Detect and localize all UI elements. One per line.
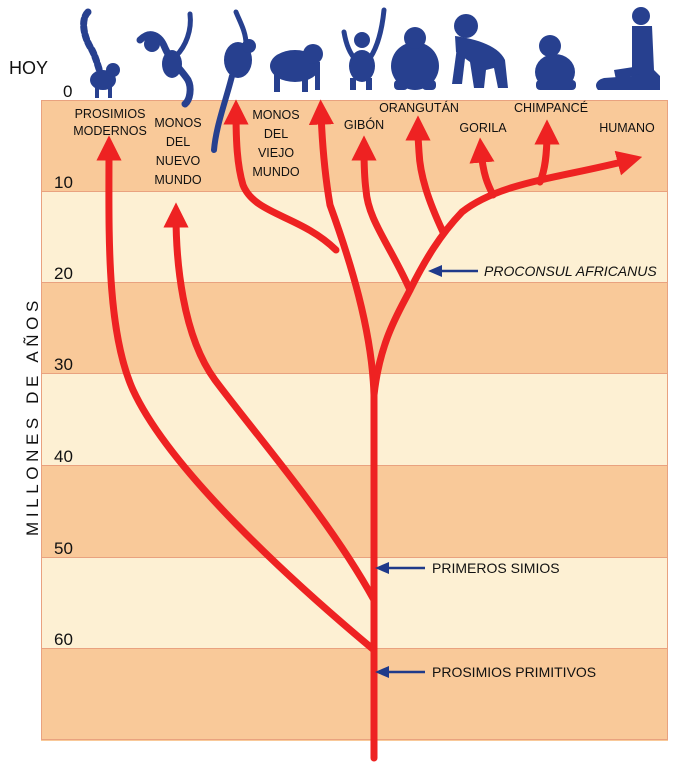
label-monos-nuevo-mundo: MONOS DEL NUEVO MUNDO — [143, 114, 213, 190]
tick-20: 20 — [54, 264, 73, 283]
branch-orangutan — [405, 115, 447, 236]
gibbon-hanging-icon — [211, 9, 256, 153]
annotation-prosimios-primitivos: PROSIMIOS PRIMITIVOS — [432, 664, 597, 680]
label-monos-nuevo-mundo-line1: MONOS — [154, 116, 202, 130]
branch-prosimios-modernos — [96, 135, 378, 654]
tick-0: 0 — [63, 82, 73, 101]
branch-monos-viejo-mundo — [223, 99, 340, 254]
band-60-70 — [41, 648, 668, 741]
today-label: HOY — [9, 58, 49, 78]
annotation-proconsul: PROCONSUL AFRICANUS — [484, 263, 657, 279]
tick-60: 60 — [54, 630, 73, 649]
gibbon-icon — [341, 7, 387, 90]
branch-monos-nuevo-mundo — [163, 202, 378, 604]
tick-40: 40 — [54, 447, 73, 466]
label-monos-viejo-mundo-line1: MONOS — [252, 108, 300, 122]
tick-30: 30 — [54, 355, 73, 374]
label-monos-nuevo-mundo-line3: NUEVO — [155, 154, 201, 168]
branch-gorila — [469, 137, 497, 199]
label-prosimios-modernos-line2: MODERNOS — [73, 124, 147, 138]
label-monos-nuevo-mundo-line4: MUNDO — [154, 173, 202, 187]
label-monos-viejo-mundo-line2: DEL — [263, 127, 289, 141]
tick-50: 50 — [54, 539, 73, 558]
label-prosimios-modernos: PROSIMIOS MODERNOS — [64, 106, 156, 140]
baboon-icon — [270, 44, 323, 92]
chimpanzee-icon — [535, 35, 576, 90]
annotation-primeros-simios: PRIMEROS SIMIOS — [432, 560, 560, 576]
label-monos-nuevo-mundo-line2: DEL — [165, 135, 191, 149]
band-20-30 — [41, 282, 668, 374]
label-gibon: GIBÓN — [343, 118, 385, 132]
human-icon — [596, 7, 660, 90]
primeros-simios-pointer-icon — [375, 562, 425, 574]
orangutan-icon — [391, 27, 439, 90]
label-gorila: GORILA — [459, 121, 507, 135]
branch-hominoidea — [370, 150, 643, 399]
label-orangutan: ORANGUTÁN — [379, 101, 459, 115]
prosimios-primitivos-pointer-icon — [375, 666, 425, 678]
label-humano: HUMANO — [599, 121, 655, 135]
branch-gibon — [351, 135, 414, 294]
branch-chimpance — [534, 119, 560, 186]
tick-10: 10 — [54, 173, 73, 192]
spider-monkey-icon — [136, 11, 194, 108]
label-monos-viejo-mundo: MONOS DEL VIEJO MUNDO — [243, 106, 309, 182]
lemur-icon — [80, 8, 120, 98]
band-40-50 — [41, 465, 668, 558]
gorilla-icon — [452, 14, 508, 88]
label-prosimios-modernos-line1: PROSIMIOS — [74, 107, 146, 121]
band-10-20 — [41, 191, 668, 283]
proconsul-pointer-icon — [428, 265, 478, 277]
label-chimpance: CHIMPANCÉ — [513, 101, 589, 115]
label-monos-viejo-mundo-line3: VIEJO — [257, 146, 295, 160]
branch-catarrhini — [308, 99, 378, 399]
label-monos-viejo-mundo-line4: MUNDO — [252, 165, 300, 179]
